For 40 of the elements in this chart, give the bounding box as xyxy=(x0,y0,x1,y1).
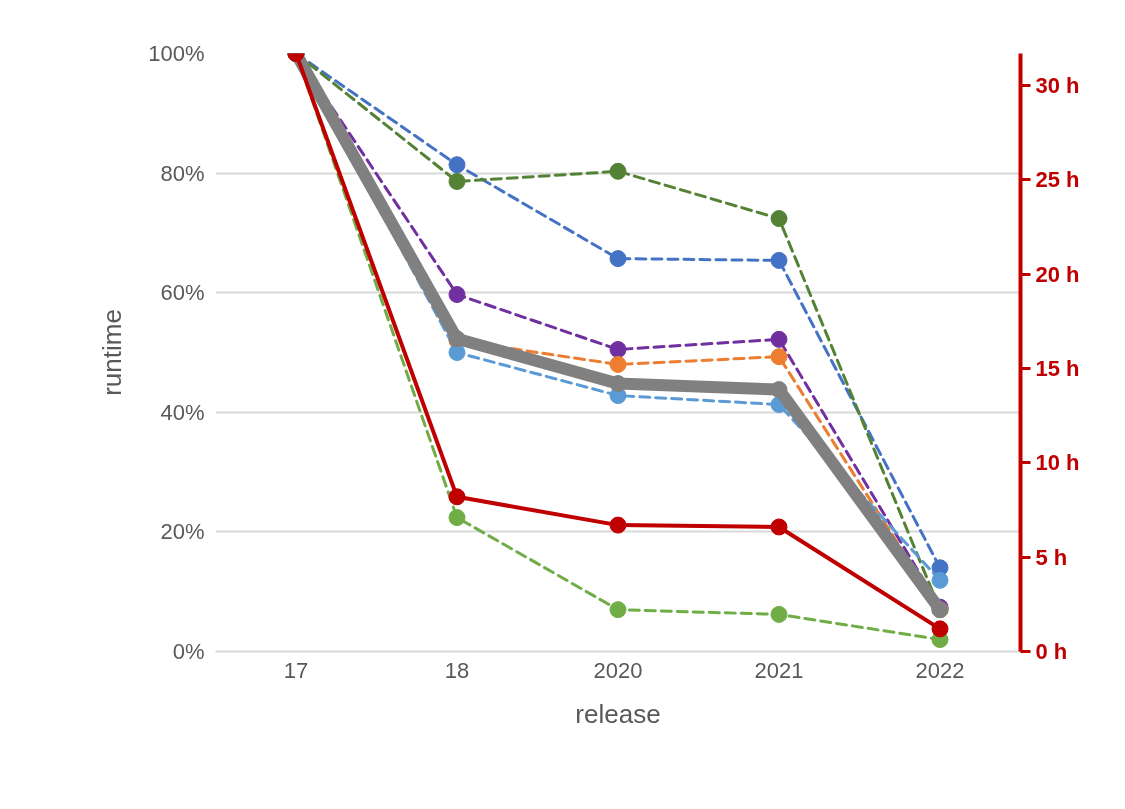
y2-tick-label: 5 h xyxy=(1035,544,1068,570)
point xyxy=(448,156,466,174)
y-axis-title: runtime xyxy=(97,309,128,396)
point xyxy=(770,518,788,536)
y-tick-label: 80% xyxy=(160,160,205,186)
x-tick-label: 2022 xyxy=(915,657,965,683)
y2-tick-label: 20 h xyxy=(1035,261,1080,287)
point xyxy=(770,605,788,623)
point xyxy=(931,571,949,589)
point xyxy=(448,344,466,361)
y2-tick-label: 10 h xyxy=(1035,450,1080,476)
x-axis-title: release xyxy=(575,698,661,729)
point xyxy=(770,348,788,366)
x-tick-label: 2021 xyxy=(754,657,804,683)
point xyxy=(448,172,466,190)
point xyxy=(609,355,627,373)
point xyxy=(609,601,627,619)
point xyxy=(609,341,627,358)
point xyxy=(770,210,788,228)
point xyxy=(609,516,627,534)
x-tick-label: 18 xyxy=(444,657,470,683)
point xyxy=(770,251,788,269)
x-tick-label: 17 xyxy=(283,657,309,683)
y2-tick-label: 25 h xyxy=(1035,167,1080,193)
point xyxy=(448,286,466,303)
x-tick-label: 2020 xyxy=(593,657,643,683)
point xyxy=(931,620,949,638)
point xyxy=(770,330,788,348)
point xyxy=(448,509,466,527)
y-tick-label: 20% xyxy=(160,519,205,545)
point xyxy=(609,250,627,268)
y2-tick-label: 30 h xyxy=(1035,73,1080,99)
point xyxy=(609,162,627,180)
y-tick-label: 40% xyxy=(160,399,205,425)
point xyxy=(448,488,466,506)
y-tick-label: 60% xyxy=(160,280,205,306)
y2-tick-label: 0 h xyxy=(1035,639,1068,664)
y-tick-label: 0% xyxy=(172,639,205,664)
y-tick-label: 100% xyxy=(148,41,205,66)
y2-tick-label: 15 h xyxy=(1035,356,1080,382)
